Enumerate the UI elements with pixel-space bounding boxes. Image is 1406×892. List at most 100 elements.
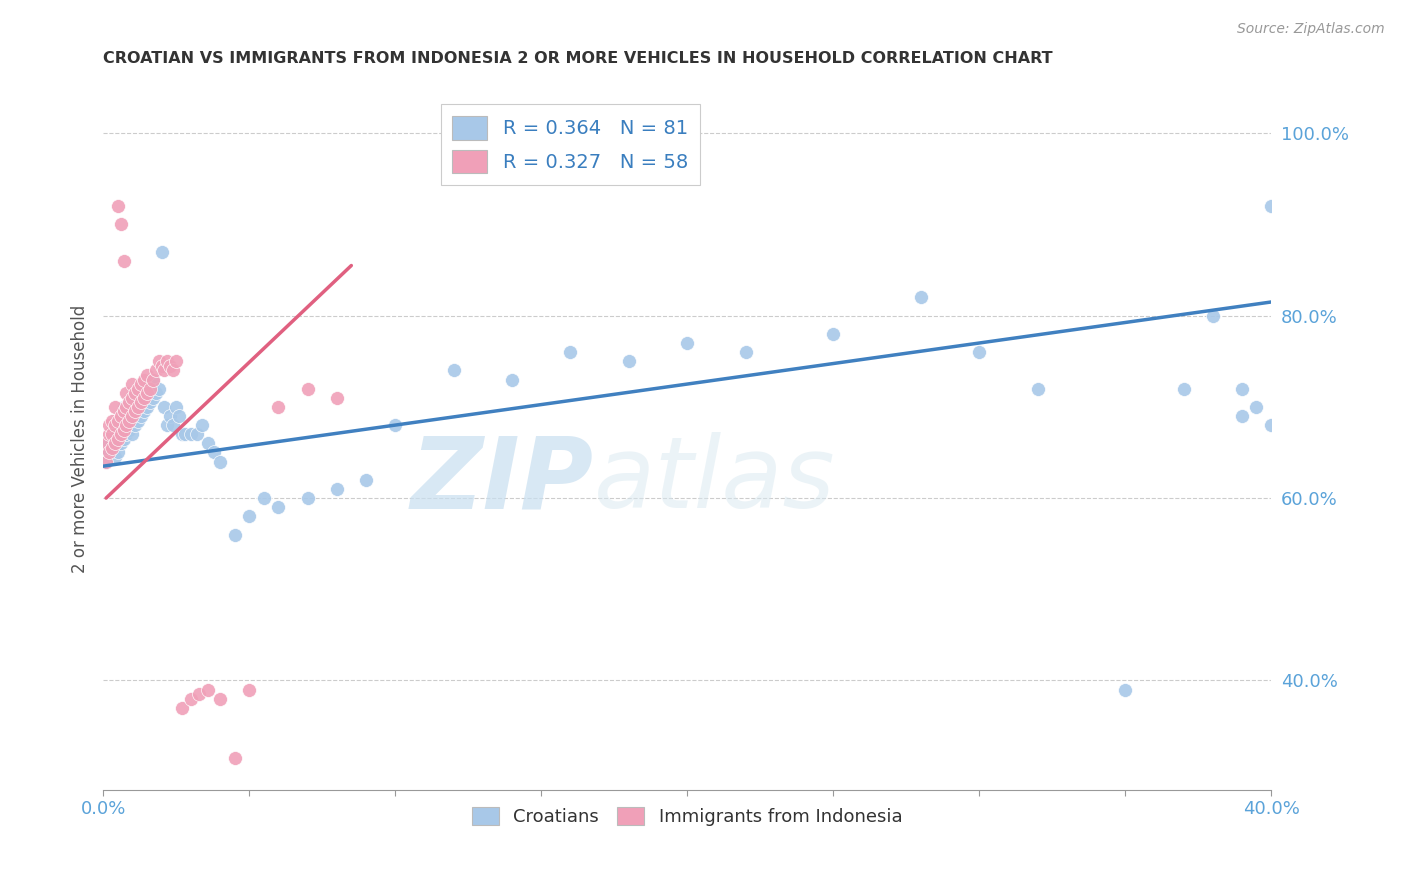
Point [501, 372, 523, 386]
Point [115, 413, 138, 427]
Point [132, 391, 155, 405]
Point [101, 413, 124, 427]
Point [110, 436, 132, 450]
Point [124, 400, 146, 414]
Point [107, 199, 129, 213]
Point [98, 427, 121, 442]
Point [159, 409, 181, 423]
Text: atlas: atlas [593, 433, 835, 530]
Point [150, 359, 173, 373]
Point [148, 382, 170, 396]
Point [1202, 309, 1225, 323]
Point [142, 372, 165, 386]
Point [98, 436, 121, 450]
Point [112, 400, 135, 414]
Point [173, 427, 195, 442]
Point [112, 423, 135, 437]
Point [208, 691, 231, 706]
Point [153, 400, 176, 414]
Point [267, 400, 290, 414]
Point [112, 254, 135, 268]
Point [267, 500, 290, 515]
Point [107, 418, 129, 433]
Point [167, 409, 190, 423]
Point [224, 751, 246, 765]
Point [110, 409, 132, 423]
Point [118, 395, 141, 409]
Point [384, 418, 406, 433]
Point [132, 404, 155, 418]
Point [104, 418, 127, 433]
Point [129, 409, 152, 423]
Point [110, 409, 132, 423]
Point [156, 354, 179, 368]
Text: Source: ZipAtlas.com: Source: ZipAtlas.com [1237, 22, 1385, 37]
Text: ZIP: ZIP [411, 433, 593, 530]
Legend: Croatians, Immigrants from Indonesia: Croatians, Immigrants from Indonesia [464, 800, 910, 833]
Point [127, 413, 149, 427]
Point [94, 454, 117, 468]
Point [110, 423, 132, 437]
Point [208, 454, 231, 468]
Point [110, 427, 132, 442]
Point [107, 432, 129, 446]
Point [127, 382, 149, 396]
Point [124, 386, 146, 401]
Text: CROATIAN VS IMMIGRANTS FROM INDONESIA 2 OR MORE VEHICLES IN HOUSEHOLD CORRELATIO: CROATIAN VS IMMIGRANTS FROM INDONESIA 2 … [103, 51, 1053, 66]
Point [560, 345, 582, 359]
Point [121, 391, 143, 405]
Point [170, 701, 193, 715]
Point [110, 218, 132, 232]
Point [124, 404, 146, 418]
Point [94, 454, 117, 468]
Point [136, 382, 159, 396]
Point [121, 409, 143, 423]
Point [121, 427, 143, 442]
Point [98, 418, 121, 433]
Point [115, 400, 138, 414]
Point [115, 427, 138, 442]
Point [676, 336, 699, 351]
Point [191, 418, 214, 433]
Point [139, 382, 162, 396]
Point [132, 372, 155, 386]
Point [1230, 382, 1253, 396]
Point [107, 413, 129, 427]
Point [354, 473, 377, 487]
Point [617, 354, 640, 368]
Point [94, 436, 117, 450]
Point [145, 363, 167, 377]
Point [101, 441, 124, 455]
Point [115, 418, 138, 433]
Point [1173, 382, 1195, 396]
Point [129, 395, 152, 409]
Point [188, 687, 211, 701]
Point [121, 377, 143, 392]
Point [121, 391, 143, 405]
Point [238, 682, 260, 697]
Point [127, 395, 149, 409]
Point [139, 395, 162, 409]
Point [186, 427, 208, 442]
Point [98, 445, 121, 459]
Point [101, 427, 124, 442]
Point [104, 436, 127, 450]
Point [127, 400, 149, 414]
Point [180, 691, 202, 706]
Point [112, 404, 135, 418]
Point [325, 482, 347, 496]
Point [139, 377, 162, 392]
Point [224, 527, 246, 541]
Point [162, 363, 184, 377]
Point [1260, 418, 1282, 433]
Point [101, 441, 124, 455]
Point [325, 391, 347, 405]
Point [1260, 199, 1282, 213]
Point [112, 418, 135, 433]
Point [136, 368, 159, 382]
Point [107, 445, 129, 459]
Point [967, 345, 990, 359]
Point [153, 363, 176, 377]
Point [165, 400, 187, 414]
Point [121, 409, 143, 423]
